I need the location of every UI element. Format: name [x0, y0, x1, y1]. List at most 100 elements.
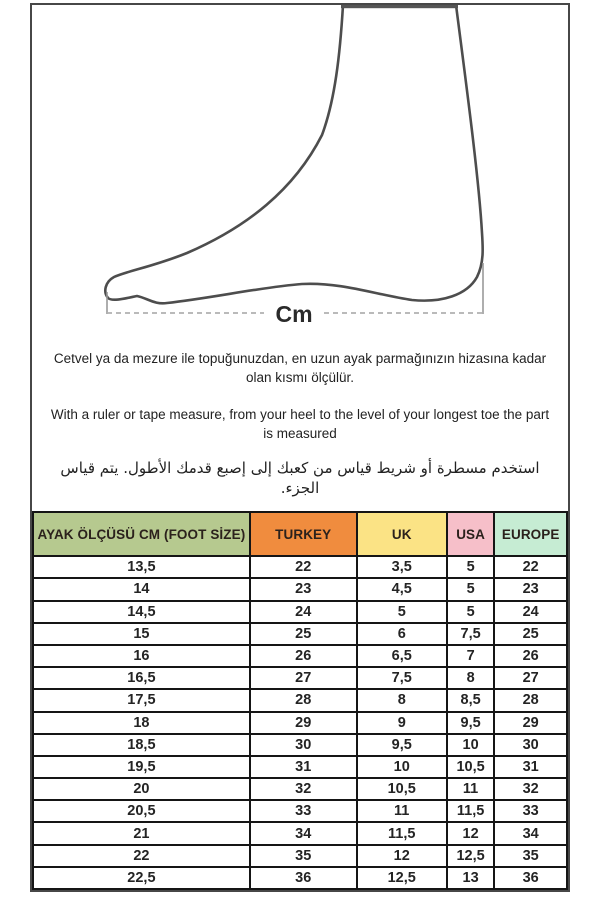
table-cell: 35: [248, 843, 358, 868]
instruction-arabic: استخدم مسطرة أو شريط قياس من كعبك إلى إص…: [60, 458, 540, 498]
table-cell: 5: [355, 599, 448, 624]
table-cell: 14,5: [32, 599, 251, 624]
table-cell: 20,5: [32, 799, 251, 824]
table-cell: 3,5: [355, 555, 448, 580]
table-cell: 22: [32, 843, 251, 868]
table-cell: 17,5: [32, 688, 251, 713]
table-cell: 12: [355, 843, 448, 868]
table-cell: 25: [248, 621, 358, 646]
column-header: EUROPE: [493, 511, 568, 558]
table-cell: 33: [493, 799, 568, 824]
table-cell: 29: [493, 710, 568, 735]
table-cell: 23: [248, 577, 358, 602]
table-cell: 12,5: [445, 843, 496, 868]
table-row: 16,5 27 7,5 8 27: [32, 666, 568, 691]
table-cell: 15: [32, 621, 251, 646]
table-cell: 7,5: [355, 666, 448, 691]
table-row: 22 35 12 12,5 35: [32, 843, 568, 868]
table-cell: 7: [445, 643, 496, 669]
table-cell: 28: [248, 688, 358, 713]
table-cell: 32: [493, 777, 568, 802]
table-cell: 34: [248, 821, 358, 846]
table-cell: 16: [32, 643, 251, 669]
cm-label: Cm: [275, 301, 312, 327]
table-cell: 36: [493, 865, 568, 891]
table-row: 22,5 36 12,5 13 36: [32, 865, 568, 891]
foot-measurement-diagram: Cm: [32, 5, 568, 335]
table-cell: 25: [493, 621, 568, 646]
table-cell: 31: [493, 754, 568, 780]
table-cell: 30: [248, 732, 358, 757]
table-cell: 8: [355, 688, 448, 713]
table-cell: 5: [445, 577, 496, 602]
table-row: 18,5 30 9,5 10 30: [32, 732, 568, 757]
table-cell: 11,5: [445, 799, 496, 824]
column-header: AYAK ÖLÇÜSÜ CM (FOOT SİZE): [32, 511, 251, 558]
table-cell: 24: [248, 599, 358, 624]
table-cell: 12,5: [355, 865, 448, 891]
table-cell: 16,5: [32, 666, 251, 691]
table-row: 20 32 10,5 11 32: [32, 777, 568, 802]
table-row: 14,5 24 5 5 24: [32, 599, 568, 624]
table-cell: 12: [445, 821, 496, 846]
table-cell: 27: [493, 666, 568, 691]
table-cell: 22,5: [32, 865, 251, 891]
table-cell: 26: [493, 643, 568, 669]
table-row: 19,5 31 10 10,5 31: [32, 754, 568, 780]
table-cell: 14: [32, 577, 251, 602]
table-cell: 24: [493, 599, 568, 624]
column-header: USA: [445, 511, 496, 558]
table-cell: 10: [355, 754, 448, 780]
table-cell: 22: [493, 555, 568, 580]
table-cell: 5: [445, 555, 496, 580]
table-row: 13,5 22 3,5 5 22: [32, 555, 568, 580]
table-cell: 33: [248, 799, 358, 824]
table-cell: 7,5: [445, 621, 496, 646]
table-cell: 27: [248, 666, 358, 691]
table-cell: 32: [248, 777, 358, 802]
table-cell: 11: [355, 799, 448, 824]
table-cell: 6: [355, 621, 448, 646]
table-cell: 13,5: [32, 555, 251, 580]
table-row: 16 26 6,5 7 26: [32, 643, 568, 669]
size-table-body: 13,5 22 3,5 5 22 14 23 4,5 5 23 14,5 24 5 5 24 15 25 6 7,5…: [32, 555, 568, 891]
table-cell: 10: [445, 732, 496, 757]
table-row: 20,5 33 11 11,5 33: [32, 799, 568, 824]
instruction-turkish: Cetvel ya da mezure ile topuğunuzdan, en…: [53, 351, 547, 385]
table-row: 21 34 11,5 12 34: [32, 821, 568, 846]
table-cell: 8,5: [445, 688, 496, 713]
size-guide-panel: Cm Cetvel ya da mezure ile topuğunuzdan,…: [30, 3, 570, 892]
table-cell: 28: [493, 688, 568, 713]
table-cell: 11,5: [355, 821, 448, 846]
table-cell: 34: [493, 821, 568, 846]
measuring-instructions: Cetvel ya da mezure ile topuğunuzdan, en…: [32, 335, 568, 499]
table-row: 15 25 6 7,5 25: [32, 621, 568, 646]
table-row: 14 23 4,5 5 23: [32, 577, 568, 602]
table-cell: 23: [493, 577, 568, 602]
table-cell: 4,5: [355, 577, 448, 602]
column-header: UK: [355, 511, 448, 558]
table-cell: 9,5: [445, 710, 496, 735]
table-cell: 20: [32, 777, 251, 802]
table-cell: 13: [445, 865, 496, 891]
table-cell: 35: [493, 843, 568, 868]
instruction-english: With a ruler or tape measure, from your …: [50, 407, 550, 441]
table-cell: 8: [445, 666, 496, 691]
table-cell: 36: [248, 865, 358, 891]
table-cell: 19,5: [32, 754, 251, 780]
size-table: AYAK ÖLÇÜSÜ CM (FOOT SİZE) TURKEY UK USA EUR…: [32, 511, 568, 891]
table-cell: 21: [32, 821, 251, 846]
size-table-header-row: AYAK ÖLÇÜSÜ CM (FOOT SİZE) TURKEY UK USA EUR…: [32, 511, 568, 558]
table-row: 17,5 28 8 8,5 28: [32, 688, 568, 713]
table-cell: 10,5: [355, 777, 448, 802]
table-cell: 30: [493, 732, 568, 757]
table-cell: 18,5: [32, 732, 251, 757]
column-header: TURKEY: [248, 511, 358, 558]
leg-cut-line: [341, 5, 458, 9]
table-cell: 26: [248, 643, 358, 669]
table-cell: 6,5: [355, 643, 448, 669]
table-cell: 10,5: [445, 754, 496, 780]
foot-outline: [104, 5, 485, 305]
table-cell: 9,5: [355, 732, 448, 757]
table-cell: 5: [445, 599, 496, 624]
